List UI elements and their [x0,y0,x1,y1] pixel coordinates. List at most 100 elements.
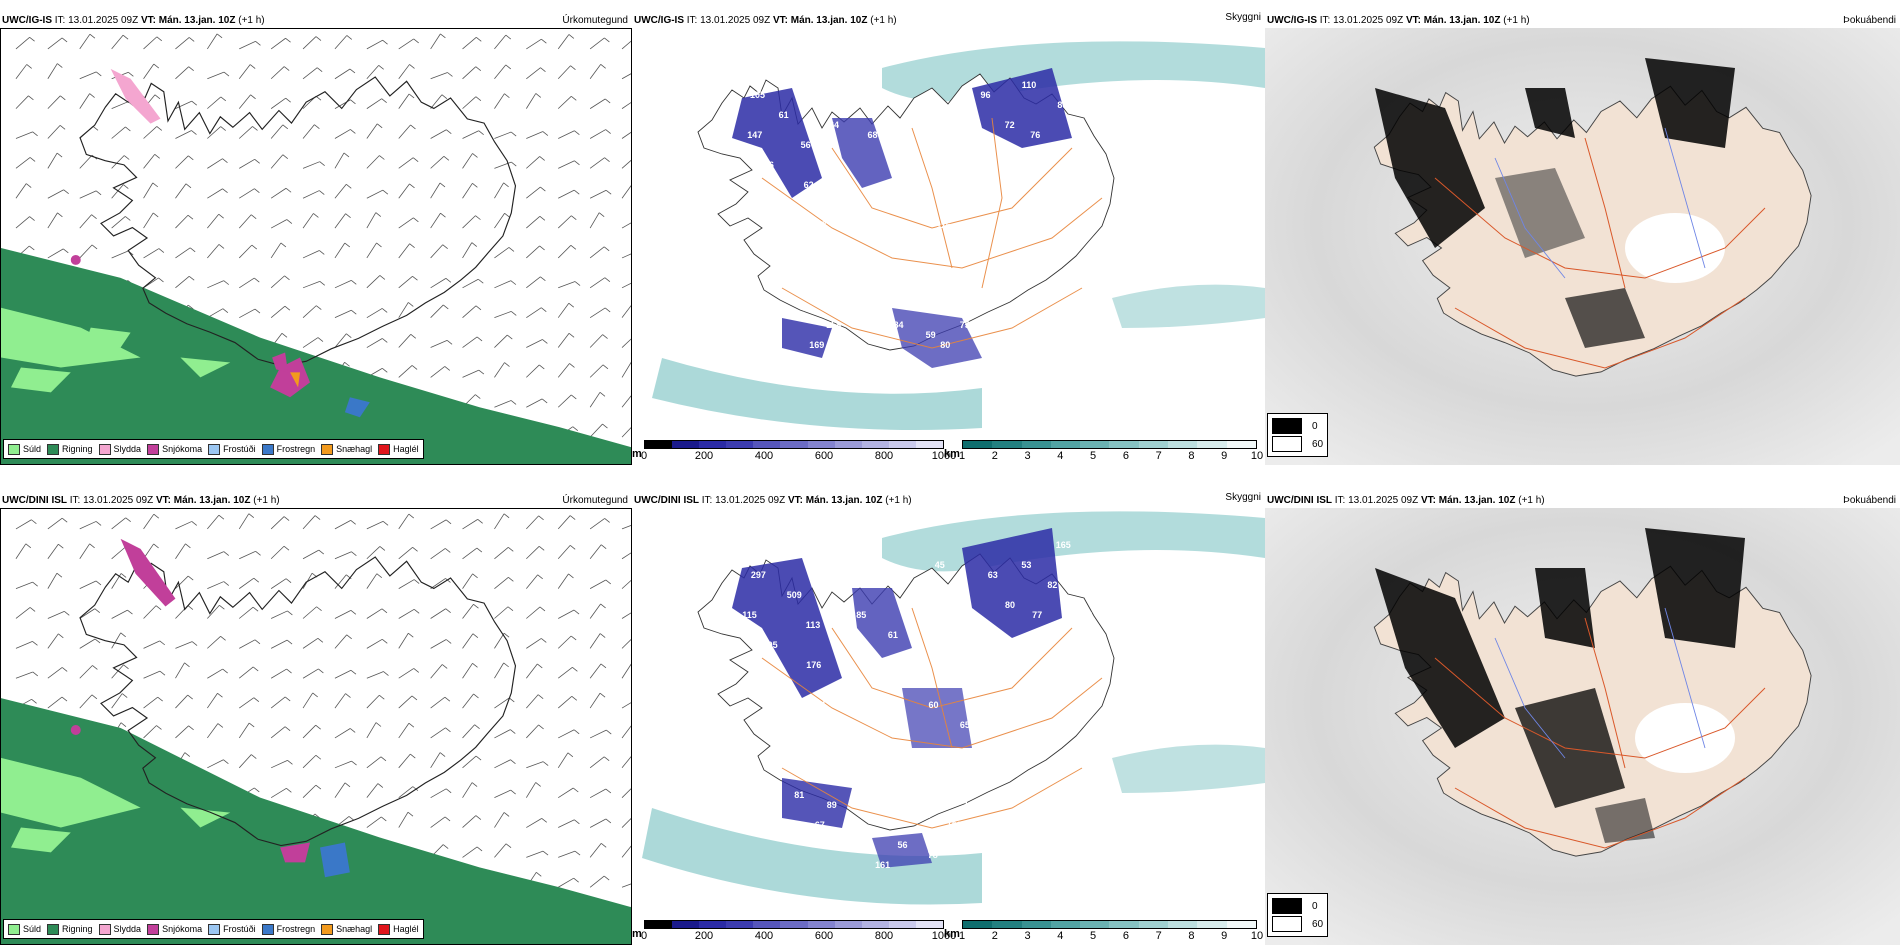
wind-barb [589,603,601,619]
wind-barb [526,186,541,199]
wind-barb [589,189,607,199]
wind-barb [47,37,63,50]
wind-barb [238,513,250,530]
wind-barb [526,515,539,530]
visibility-value-label: 53 [1021,560,1031,570]
colorbar-segment [672,921,700,928]
it-value: 13.01.2025 09Z [68,15,139,26]
visibility-panel-bottom: UWC/DINI ISL IT: 13.01.2025 09Z VT: Mán.… [632,490,1265,945]
panel-header: UWC/IG-IS IT: 13.01.2025 09Z VT: Mán. 13… [1267,15,1530,26]
wind-barb [526,694,539,709]
wind-barb [366,816,382,828]
wind-barb [15,671,33,679]
wind-barb [621,427,631,438]
wind-barb [526,638,542,649]
colorbar-segment [699,441,727,448]
vt-value: Mán. 13.jan. 10Z [158,15,236,26]
wind-barb [239,308,256,319]
wind-barb [366,98,382,109]
wind-barb [589,129,606,139]
wind-barb [143,36,158,50]
panel-header: UWC/DINI ISL IT: 13.01.2025 09Z VT: Mán.… [2,495,280,506]
wind-barb [302,213,314,229]
colorbar-tick-label: 7 [1155,450,1162,462]
wind-barb [334,634,348,649]
colorbar-segment [726,921,754,928]
wind-barb [366,608,383,619]
wind-barb [47,573,58,589]
wind-barb [589,544,602,560]
colorbar-segment [915,441,944,448]
wind-barb [302,280,320,289]
visibility-map-svg: 105 61 147 56 66 64 68 243 96 110 85 72 76 62 80 53 67 12… [632,28,1265,437]
legend-item: Súld [8,443,41,455]
wind-barb [558,189,575,199]
wind-barb [589,98,606,109]
wind-barb [238,214,252,229]
colorbar-segment [1138,921,1169,928]
wind-barb [462,153,473,169]
visibility-value-label: 59 [926,330,936,340]
wind-barb [494,812,505,828]
colorbar-segment [780,441,808,448]
wind-barb [621,663,631,679]
rain-area [1,698,631,944]
wind-barb [79,71,97,80]
wind-barb [175,130,192,139]
wind-barb [430,788,447,799]
wind-barb [494,182,504,199]
wind-barb [430,304,444,318]
wind-barb [462,693,474,709]
colorbar-segment [1226,921,1256,928]
wind-barb [207,280,224,289]
wind-barb [430,366,446,378]
wind-barb [143,182,154,199]
wind-barb [430,696,446,709]
wind-barb [621,73,631,80]
wind-barb [111,546,126,560]
wind-barb [239,639,256,649]
wind-barb [621,222,631,229]
wind-barb [430,72,448,80]
wind-barb [302,549,319,560]
colorbar-tick-label: 3 [1024,450,1031,462]
wind-barb [143,605,157,619]
wind-barb [558,281,576,289]
wind-barb [143,63,155,79]
colorbar-tick-label: 8 [1188,450,1195,462]
colorbar-segment [861,441,889,448]
colorbar-segment [672,441,700,448]
wind-barb [334,760,352,769]
wind-barb [175,100,192,109]
colorbar-segment [1168,441,1198,448]
wind-barb [111,609,128,619]
wind-barb [334,782,346,798]
colorbar-segment [888,921,916,928]
wind-barb [430,816,446,828]
wind-barb [589,818,607,828]
wind-barb [589,692,601,709]
fog-map [1265,28,1900,465]
wind-barb [526,38,542,50]
visibility-value-label: 66 [764,160,774,170]
wind-barb [462,215,476,229]
cloud-base-scale: 0 200 400 600 800 1000 m [632,440,956,462]
visibility-value-label: 102 [947,820,962,830]
wind-barb [207,213,220,229]
wind-barb [15,607,31,619]
visibility-value-label: 115 [742,610,757,620]
wind-barb [430,639,447,649]
wind-barb [175,725,189,739]
visibility-value-label: 61 [909,750,919,760]
wind-barb [462,96,477,109]
wind-barb [334,213,346,229]
wind-barb [462,663,473,679]
legend-item: Snæhagl [321,443,372,455]
wind-barb [79,190,97,199]
wind-barb [494,131,512,139]
wind-barb [111,693,123,709]
wind-barb [302,754,317,769]
wind-barb [79,154,93,169]
wind-barb [526,131,544,139]
colorbar-tick-label: 2 [991,930,998,942]
